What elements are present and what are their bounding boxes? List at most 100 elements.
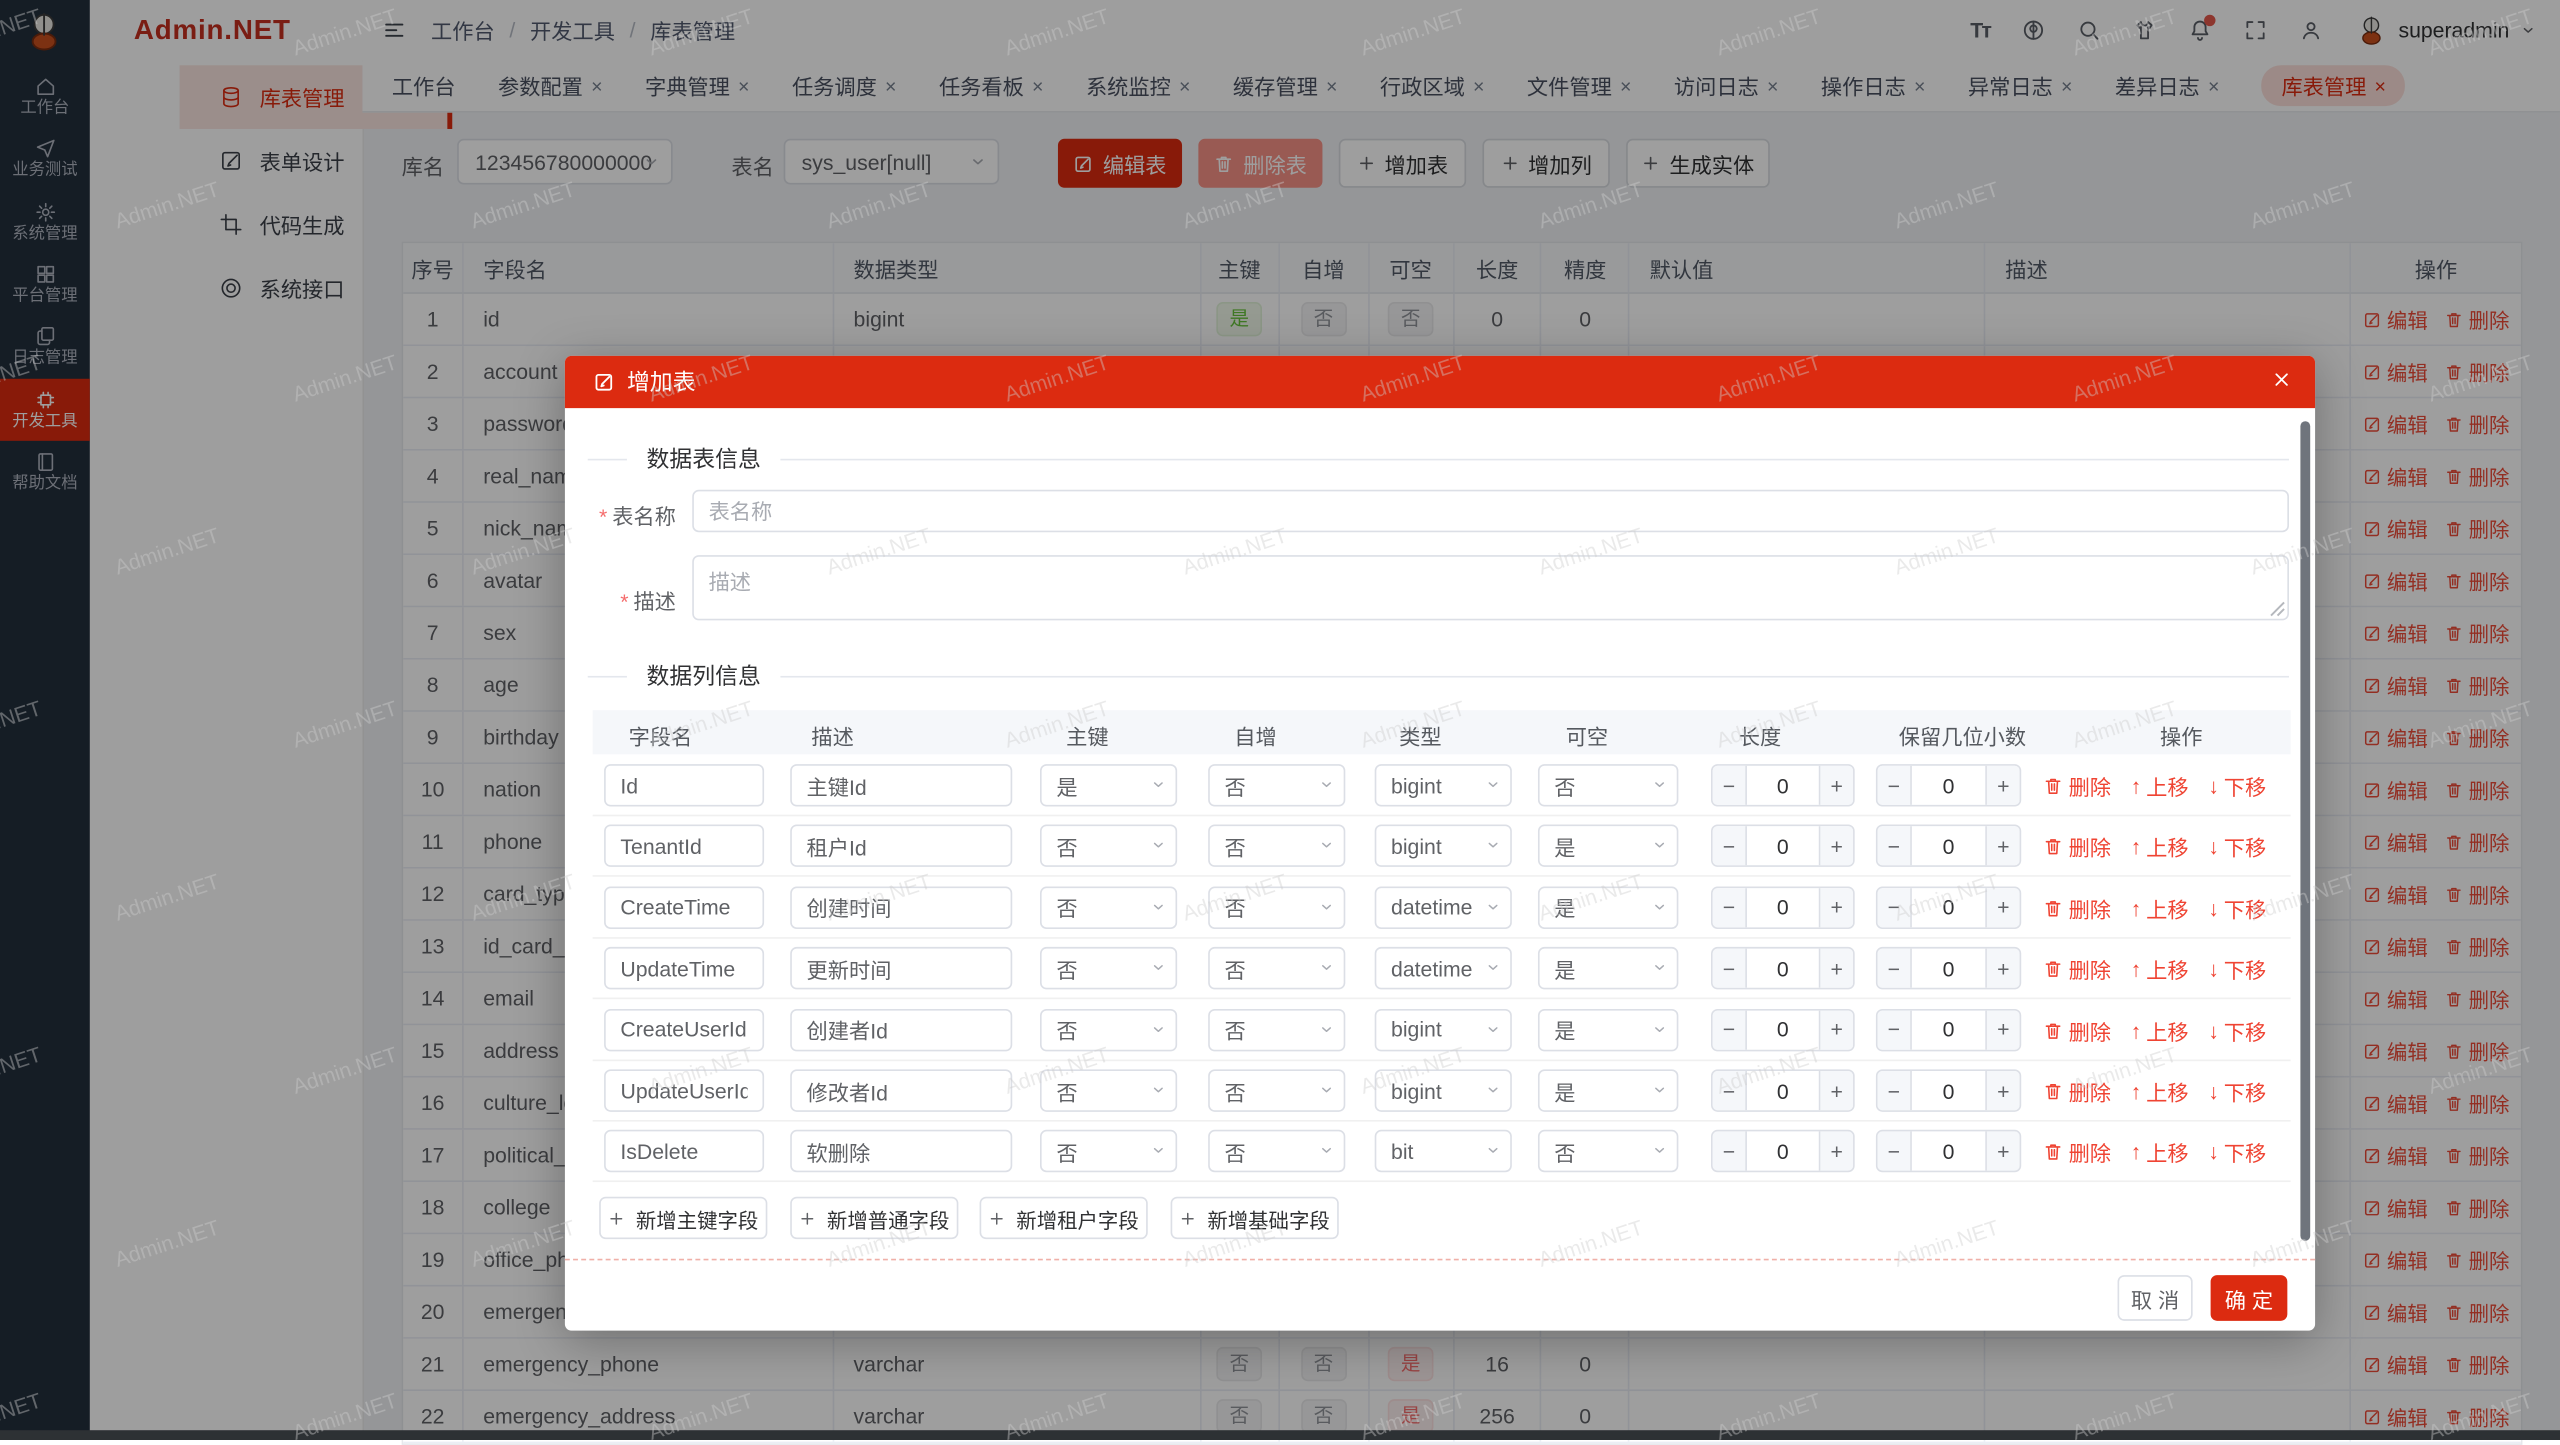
- tab-操作日志[interactable]: 操作日志 ×: [1821, 70, 1926, 101]
- font-size-icon[interactable]: Tт: [1970, 17, 1992, 43]
- sidebar-rail-item-3[interactable]: 系统管理: [0, 190, 90, 252]
- column-name-input[interactable]: [604, 1008, 765, 1051]
- edit-row-link[interactable]: 编辑: [2362, 931, 2428, 962]
- column-desc-input[interactable]: [790, 886, 1013, 929]
- nullable-select[interactable]: 是: [1537, 886, 1679, 929]
- delete-row-link[interactable]: 删除: [2444, 1087, 2509, 1118]
- delete-row-link[interactable]: 删除: [2444, 1244, 2509, 1275]
- decrease-button[interactable]: −: [1712, 887, 1746, 928]
- type-select[interactable]: bigint: [1374, 1069, 1512, 1112]
- delete-column-link[interactable]: 删除: [2042, 771, 2111, 802]
- edit-table-button[interactable]: 编辑表: [1057, 138, 1183, 188]
- increase-button[interactable]: +: [1986, 1132, 2020, 1172]
- delete-row-link[interactable]: 删除: [2444, 774, 2509, 805]
- desc-textarea[interactable]: [692, 555, 2289, 621]
- move-down-link[interactable]: ↓ 下移: [2208, 832, 2266, 863]
- length-stepper[interactable]: −0 +: [1711, 1008, 1855, 1051]
- tab-访问日志[interactable]: 访问日志 ×: [1674, 70, 1779, 101]
- edit-row-link[interactable]: 编辑: [2362, 878, 2428, 909]
- column-name-input[interactable]: [604, 1069, 765, 1112]
- increase-button[interactable]: +: [1820, 1009, 1854, 1050]
- edit-row-link[interactable]: 编辑: [2362, 408, 2428, 439]
- move-up-link[interactable]: ↑ 上移: [2131, 1137, 2189, 1168]
- delete-row-link[interactable]: 删除: [2444, 1296, 2509, 1327]
- submenu-item-2[interactable]: 表单设计: [180, 129, 453, 193]
- delete-row-link[interactable]: 删除: [2444, 565, 2509, 596]
- move-down-link[interactable]: ↓ 下移: [2208, 893, 2266, 924]
- move-up-link[interactable]: ↑ 上移: [2131, 954, 2189, 985]
- increase-button[interactable]: +: [1986, 887, 2020, 928]
- db-name-select[interactable]: 123456780000000: [457, 138, 673, 185]
- tab-参数配置[interactable]: 参数配置 ×: [498, 70, 603, 101]
- tab-close-icon[interactable]: ×: [738, 74, 750, 98]
- delete-column-link[interactable]: 删除: [2042, 832, 2111, 863]
- breadcrumb-item-2[interactable]: 开发工具: [530, 19, 615, 45]
- increase-button[interactable]: +: [1820, 948, 1854, 989]
- tab-close-icon[interactable]: ×: [2207, 74, 2220, 98]
- pk-select[interactable]: 否: [1039, 1069, 1178, 1112]
- length-stepper[interactable]: −0 +: [1711, 825, 1855, 868]
- add-field-button-1[interactable]: 新增主键字段: [599, 1196, 768, 1240]
- delete-column-link[interactable]: 删除: [2042, 954, 2111, 985]
- nullable-select[interactable]: 是: [1537, 1008, 1679, 1051]
- type-select[interactable]: bigint: [1374, 825, 1512, 868]
- nullable-select[interactable]: 否: [1537, 764, 1679, 807]
- column-desc-input[interactable]: [790, 764, 1013, 807]
- nullable-select[interactable]: 是: [1537, 947, 1679, 990]
- type-select[interactable]: datetime: [1374, 886, 1512, 929]
- decrease-button[interactable]: −: [1877, 1071, 1911, 1111]
- edit-row-link[interactable]: 编辑: [2362, 1401, 2428, 1432]
- decrease-button[interactable]: −: [1877, 1132, 1911, 1172]
- tab-缓存管理[interactable]: 缓存管理 ×: [1233, 70, 1338, 101]
- tab-文件管理[interactable]: 文件管理 ×: [1527, 70, 1632, 101]
- autoincrement-select[interactable]: 否: [1208, 1008, 1346, 1051]
- tab-close-icon[interactable]: ×: [1619, 74, 1632, 98]
- tab-字典管理[interactable]: 字典管理 ×: [645, 70, 750, 101]
- delete-row-link[interactable]: 删除: [2444, 1349, 2509, 1380]
- move-up-link[interactable]: ↑ 上移: [2131, 771, 2189, 802]
- increase-button[interactable]: +: [1820, 1132, 1854, 1172]
- delete-row-link[interactable]: 删除: [2444, 983, 2509, 1014]
- user-menu[interactable]: superadmin: [2354, 13, 2537, 47]
- column-desc-input[interactable]: [790, 1008, 1013, 1051]
- length-stepper[interactable]: −0 +: [1711, 1069, 1855, 1112]
- table-name-select[interactable]: sys_user[null]: [783, 138, 1000, 185]
- move-up-link[interactable]: ↑ 上移: [2131, 1076, 2189, 1107]
- increase-button[interactable]: +: [1820, 1071, 1854, 1111]
- add-field-button-3[interactable]: 新增租户字段: [979, 1196, 1148, 1240]
- tab-行政区域[interactable]: 行政区域 ×: [1380, 70, 1485, 101]
- increase-button[interactable]: +: [1986, 765, 2020, 805]
- fullscreen-button[interactable]: [2243, 18, 2267, 42]
- delete-row-link[interactable]: 删除: [2444, 460, 2509, 491]
- breadcrumb-item-1[interactable]: 工作台: [431, 19, 495, 45]
- decimal-stepper[interactable]: −0 +: [1875, 1069, 2022, 1112]
- edit-row-link[interactable]: 编辑: [2362, 1192, 2428, 1223]
- autoincrement-select[interactable]: 否: [1208, 825, 1346, 868]
- edit-row-link[interactable]: 编辑: [2362, 1140, 2428, 1171]
- sidebar-rail-item-6[interactable]: 开发工具: [0, 377, 90, 440]
- add-table-button[interactable]: 增加表: [1338, 138, 1467, 188]
- nullable-select[interactable]: 是: [1537, 825, 1679, 868]
- nullable-select[interactable]: 否: [1537, 1130, 1679, 1173]
- move-down-link[interactable]: ↓ 下移: [2208, 954, 2266, 985]
- delete-row-link[interactable]: 删除: [2444, 826, 2509, 857]
- edit-row-link[interactable]: 编辑: [2362, 1244, 2428, 1275]
- confirm-button[interactable]: 确 定: [2210, 1275, 2288, 1321]
- shirt-button[interactable]: [2132, 18, 2156, 42]
- increase-button[interactable]: +: [1820, 765, 1854, 805]
- decrease-button[interactable]: −: [1877, 826, 1911, 866]
- increase-button[interactable]: +: [1986, 1009, 2020, 1050]
- generate-entity-button[interactable]: 生成实体: [1626, 138, 1770, 188]
- delete-row-link[interactable]: 删除: [2444, 1140, 2509, 1171]
- increase-button[interactable]: +: [1820, 887, 1854, 928]
- edit-row-link[interactable]: 编辑: [2362, 722, 2428, 753]
- column-name-input[interactable]: [604, 886, 765, 929]
- notifications-button[interactable]: [2188, 14, 2216, 42]
- pk-select[interactable]: 是: [1039, 764, 1178, 807]
- move-down-link[interactable]: ↓ 下移: [2208, 1015, 2266, 1046]
- autoincrement-select[interactable]: 否: [1208, 764, 1346, 807]
- add-field-button-4[interactable]: 新增基础字段: [1170, 1196, 1339, 1240]
- tab-库表管理[interactable]: 库表管理 ×: [2261, 65, 2406, 107]
- pk-select[interactable]: 否: [1039, 1008, 1178, 1051]
- delete-row-link[interactable]: 删除: [2444, 356, 2509, 387]
